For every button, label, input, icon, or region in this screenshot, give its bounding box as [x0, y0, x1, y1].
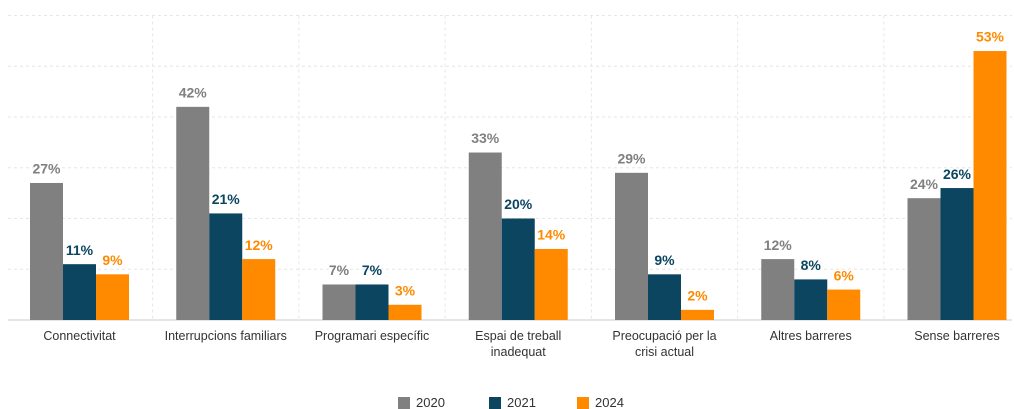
bar [322, 284, 356, 320]
legend-label: 2021 [507, 395, 536, 409]
data-label: 9% [654, 252, 675, 268]
x-tick-label: Sense barreres [914, 329, 1000, 343]
bar [468, 152, 502, 320]
data-label: 9% [102, 252, 123, 268]
legend-swatch [577, 397, 589, 409]
bar [209, 213, 243, 320]
data-label: 7% [362, 262, 383, 278]
data-label: 12% [245, 237, 274, 253]
bar [794, 279, 828, 320]
data-label: 26% [943, 166, 972, 182]
bar [940, 188, 974, 320]
legend-swatch [398, 397, 410, 409]
bar [388, 304, 422, 320]
data-label: 6% [834, 267, 855, 283]
bar [907, 198, 941, 320]
x-tick-label: Espai de treball inadequat [475, 329, 562, 359]
bar [96, 274, 129, 320]
legend-swatch [489, 397, 501, 409]
bar [242, 259, 276, 320]
data-label: 11% [66, 242, 94, 258]
x-tick-label: Preocupació per la crisi actual [612, 329, 717, 359]
data-label: 2% [687, 288, 708, 304]
bar [648, 274, 681, 320]
x-tick-label: Connectivitat [43, 329, 116, 343]
x-tick-label: Programari específic [314, 329, 430, 343]
data-label: 53% [976, 29, 1005, 45]
bar [63, 264, 96, 320]
bar [681, 309, 714, 320]
legend-label: 2024 [595, 395, 624, 409]
data-label: 24% [910, 176, 939, 192]
data-label: 8% [801, 257, 822, 273]
data-label: 12% [764, 237, 793, 253]
data-label: 33% [471, 130, 500, 146]
bar [973, 51, 1007, 321]
x-tick-label: Interrupcions familiars [164, 329, 287, 343]
bar [355, 284, 389, 320]
bar [30, 182, 63, 320]
bar [176, 106, 210, 320]
data-label: 14% [537, 227, 566, 243]
data-label: 7% [329, 262, 350, 278]
bar [615, 172, 648, 320]
legend-label: 2020 [416, 395, 445, 409]
bar [761, 259, 795, 320]
data-label: 29% [617, 151, 646, 167]
data-label: 3% [395, 282, 416, 298]
x-tick-label: Altres barreres [769, 329, 852, 343]
data-label: 42% [179, 85, 208, 101]
data-label: 21% [212, 191, 241, 207]
bar [501, 218, 535, 320]
bar [534, 248, 568, 320]
data-label: 20% [504, 196, 533, 212]
data-label: 27% [32, 161, 61, 177]
bar [827, 289, 861, 320]
